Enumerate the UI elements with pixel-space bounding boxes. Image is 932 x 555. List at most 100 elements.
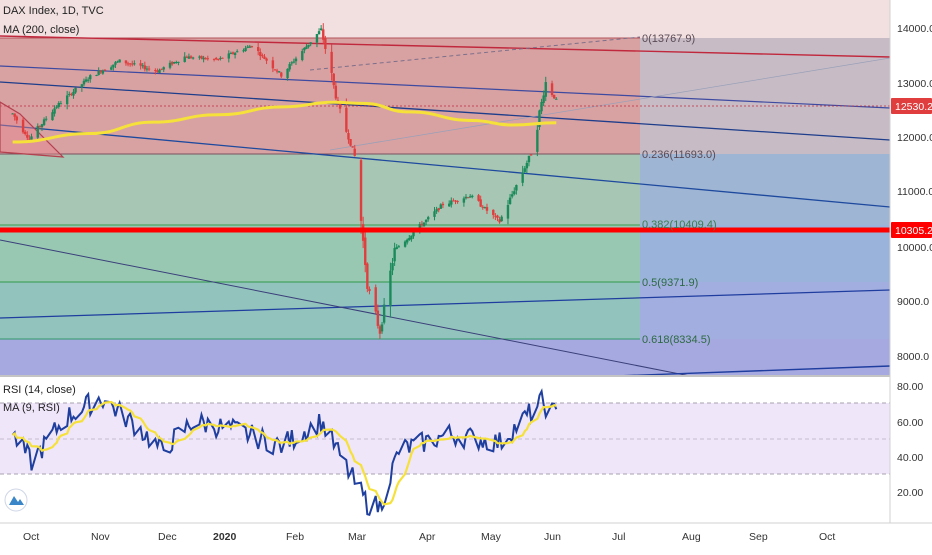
candle-body: [536, 129, 539, 152]
candle-body: [173, 62, 176, 64]
candle-body: [275, 70, 279, 72]
candle-body: [97, 70, 100, 75]
symbol-title: DAX Index, 1D, TVC: [3, 5, 104, 17]
candle-body: [187, 56, 191, 59]
time-axis[interactable]: [0, 523, 932, 550]
rsi-ma-legend[interactable]: MA (9, RSI): [3, 402, 60, 414]
trendline-lower-channel[interactable]: [0, 124, 890, 208]
candle-body: [364, 237, 367, 265]
fib-label-0236: 0.236(11693.0): [642, 149, 716, 161]
candle-body: [221, 57, 224, 59]
candle-body: [265, 58, 268, 61]
candle-body: [40, 124, 44, 128]
trendline-mid-channel[interactable]: [0, 81, 890, 141]
hline-price-value: 10305.2: [895, 225, 932, 237]
candle-body: [82, 80, 86, 85]
candle-body: [72, 91, 75, 96]
candle-body: [452, 200, 455, 202]
candle-body: [496, 215, 499, 218]
candle-body: [38, 125, 42, 127]
rsi-legend[interactable]: RSI (14, close): [3, 384, 76, 396]
ma200-line: [12, 100, 557, 144]
candle-body: [103, 69, 107, 71]
time-label: Aug: [682, 531, 701, 543]
candle-body: [420, 223, 424, 226]
candle-body: [95, 75, 98, 77]
candle-body: [162, 67, 165, 70]
candle-body: [215, 58, 218, 60]
candles-group: [11, 23, 558, 339]
candle-body: [250, 46, 254, 48]
candle-body: [376, 310, 380, 326]
candle-body: [447, 203, 451, 207]
candle-body: [191, 57, 195, 59]
time-label: Oct: [23, 531, 39, 543]
candle-body: [494, 215, 497, 217]
candle-body: [523, 168, 526, 172]
rsi-tick: 60.00: [897, 417, 923, 429]
trendline-top-red[interactable]: [0, 35, 890, 58]
candle-body: [552, 94, 556, 99]
candle-body: [80, 84, 84, 88]
candle-body: [219, 57, 222, 59]
candle-body: [277, 71, 281, 73]
candle-body: [256, 47, 260, 51]
trendline-long-down[interactable]: [0, 239, 700, 378]
fib-label-0: 0(13767.9): [642, 33, 695, 45]
candle-body: [133, 63, 136, 65]
candle-body: [273, 69, 277, 71]
price-axis[interactable]: [890, 0, 932, 523]
ma200-legend[interactable]: MA (200, close): [3, 24, 79, 36]
candle-body: [44, 118, 48, 120]
trendline-support[interactable]: [0, 289, 890, 319]
price-tick: 12000.0: [897, 132, 932, 144]
candle-body: [506, 205, 510, 219]
candle-body: [114, 62, 117, 65]
candle-body: [185, 56, 189, 58]
candle-body: [68, 93, 71, 95]
candle-body: [408, 237, 411, 241]
fan-line-up: [329, 57, 890, 151]
candle-body: [175, 62, 178, 64]
candle-body: [427, 217, 430, 220]
candle-body: [217, 59, 220, 61]
time-label: Sep: [749, 531, 768, 543]
last-price-badge: 12530.2: [891, 98, 932, 114]
rsi-pane[interactable]: [0, 378, 890, 523]
candle-body: [382, 304, 386, 323]
candle-body: [84, 79, 88, 82]
candle-body: [168, 62, 172, 68]
candle-body: [116, 61, 119, 63]
candle-body: [74, 87, 77, 93]
candle-body: [477, 195, 480, 201]
candle-body: [334, 85, 338, 99]
candle-body: [439, 204, 443, 209]
price-tick: 9000.0: [897, 296, 929, 308]
candle-body: [65, 95, 69, 105]
candle-body: [301, 51, 304, 61]
candle-body: [124, 60, 128, 64]
candle-body: [338, 103, 342, 109]
candle-body: [485, 207, 489, 211]
candle-body: [307, 44, 310, 47]
rsi-tick: 20.00: [897, 487, 923, 499]
tradingview-logo-icon[interactable]: [4, 488, 28, 512]
time-label: Mar: [348, 531, 367, 543]
candle-body: [53, 108, 56, 114]
candle-body: [183, 56, 186, 63]
time-label: Feb: [286, 531, 304, 543]
price-tick: 13000.0: [897, 78, 932, 90]
trendline-upper-channel[interactable]: [0, 65, 890, 109]
candle-body: [498, 219, 501, 223]
candle-body: [468, 196, 472, 198]
candle-body: [131, 63, 134, 65]
price-pane[interactable]: [0, 0, 890, 378]
candle-body: [508, 197, 512, 205]
candle-body: [332, 73, 335, 86]
candle-body: [555, 98, 558, 100]
candle-body: [145, 68, 149, 70]
candle-body: [410, 235, 413, 240]
candle-body: [538, 110, 541, 128]
candle-body: [435, 209, 438, 212]
